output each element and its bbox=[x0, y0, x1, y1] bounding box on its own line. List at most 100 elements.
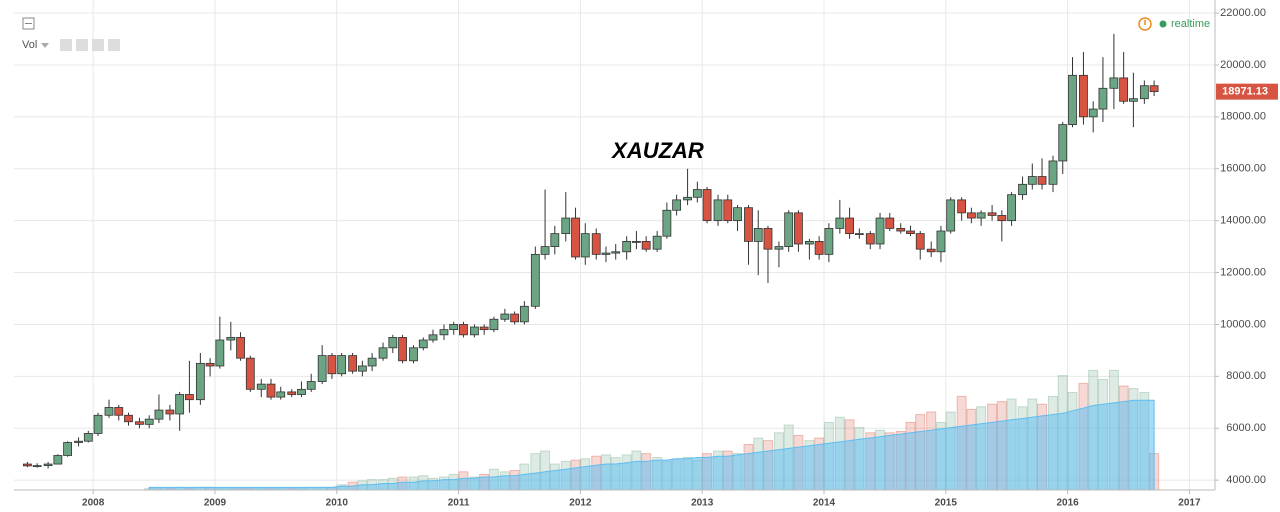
candle-body bbox=[835, 217, 845, 229]
candle-body bbox=[388, 337, 398, 349]
candle-body bbox=[226, 337, 236, 341]
candle-body bbox=[632, 241, 641, 243]
candle-body bbox=[1119, 77, 1129, 102]
x-tick-label: 2015 bbox=[935, 498, 958, 509]
add-button[interactable] bbox=[92, 39, 104, 51]
candle-body bbox=[205, 362, 215, 367]
candle-body bbox=[571, 217, 580, 258]
candle-body bbox=[601, 252, 611, 255]
candle-body bbox=[479, 326, 489, 331]
y-tick-label: 14000.00 bbox=[1220, 215, 1266, 227]
volume-ma-area bbox=[148, 399, 1155, 491]
candle-body bbox=[622, 241, 632, 253]
candle-body bbox=[409, 347, 418, 362]
candle-body bbox=[1037, 176, 1047, 185]
candle-body bbox=[774, 246, 784, 250]
candle-body bbox=[165, 409, 175, 415]
candle-body bbox=[936, 230, 946, 253]
candle-body bbox=[540, 246, 550, 255]
candle-body bbox=[1109, 77, 1119, 89]
candle-body bbox=[449, 324, 459, 331]
candle-body bbox=[83, 433, 93, 442]
candle-body bbox=[500, 313, 510, 320]
candle-body bbox=[662, 209, 672, 237]
x-tick-label: 2017 bbox=[1178, 498, 1201, 509]
candle-body bbox=[470, 326, 479, 336]
candle-body bbox=[744, 207, 753, 242]
candle-body bbox=[763, 228, 773, 250]
candle-body bbox=[814, 241, 824, 255]
x-tick-label: 2014 bbox=[813, 498, 836, 509]
candle-body bbox=[327, 355, 337, 375]
remove-button[interactable] bbox=[108, 39, 120, 51]
settings-button[interactable] bbox=[76, 39, 88, 51]
x-tick-label: 2011 bbox=[448, 498, 470, 509]
candle-layer bbox=[22, 33, 1159, 469]
candle-body bbox=[885, 217, 895, 229]
candle-body bbox=[266, 383, 276, 398]
candle-body bbox=[550, 233, 560, 247]
candle-body bbox=[378, 347, 388, 359]
candle-body bbox=[580, 233, 590, 258]
candle-body bbox=[175, 394, 185, 415]
candle-body bbox=[1058, 124, 1068, 162]
candle-body bbox=[1149, 85, 1159, 93]
x-tick-label: 2010 bbox=[326, 498, 349, 509]
candle-body bbox=[997, 215, 1007, 222]
candle-body bbox=[824, 228, 834, 255]
candle-body bbox=[723, 199, 733, 222]
candle-body bbox=[957, 199, 967, 214]
candle-body bbox=[154, 409, 164, 420]
y-tick-label: 20000.00 bbox=[1220, 59, 1266, 71]
candle-body bbox=[317, 355, 327, 382]
candle-body bbox=[1048, 160, 1058, 185]
candle-body bbox=[32, 465, 42, 468]
candle-body bbox=[652, 235, 662, 250]
last-price-label: 18971.13 bbox=[1222, 86, 1268, 98]
warning-icon[interactable] bbox=[1138, 17, 1152, 31]
candle-body bbox=[306, 381, 316, 390]
candle-body bbox=[906, 230, 915, 235]
candle-body bbox=[896, 228, 906, 232]
candle-body bbox=[976, 212, 986, 219]
eye-button[interactable] bbox=[60, 39, 72, 51]
candle-body bbox=[641, 241, 651, 250]
status-text: realtime bbox=[1171, 18, 1210, 30]
candle-body bbox=[124, 414, 133, 423]
candle-body bbox=[236, 337, 245, 359]
volume-legend[interactable]: Vol bbox=[22, 39, 37, 51]
candle-body bbox=[63, 442, 72, 456]
candle-body bbox=[144, 418, 154, 425]
candle-body bbox=[1007, 194, 1016, 222]
candle-body bbox=[245, 357, 255, 390]
chart-title: XAUZAR bbox=[610, 138, 704, 163]
candle-body bbox=[1098, 87, 1108, 110]
status-dot bbox=[1159, 20, 1167, 28]
x-tick-label: 2016 bbox=[1056, 498, 1079, 509]
candle-body bbox=[184, 394, 194, 401]
candle-body bbox=[398, 337, 407, 362]
x-tick-label: 2008 bbox=[82, 498, 105, 509]
candle-body bbox=[753, 228, 763, 242]
y-tick-label: 8000.00 bbox=[1226, 370, 1266, 382]
candle-body bbox=[256, 383, 266, 390]
y-tick-label: 12000.00 bbox=[1220, 266, 1266, 278]
candle-body bbox=[489, 318, 499, 331]
candle-body bbox=[1128, 98, 1138, 102]
candle-body bbox=[93, 414, 103, 434]
candle-body bbox=[348, 355, 358, 372]
candle-body bbox=[530, 253, 540, 307]
candle-body bbox=[1068, 74, 1077, 126]
y-tick-label: 6000.00 bbox=[1226, 422, 1266, 434]
candle-body bbox=[519, 305, 529, 323]
candle-body bbox=[915, 233, 925, 250]
candle-body bbox=[683, 196, 692, 201]
candle-body bbox=[966, 212, 976, 219]
y-tick-label: 22000.00 bbox=[1220, 7, 1266, 19]
candle-body bbox=[926, 248, 936, 253]
dropdown-arrow[interactable] bbox=[41, 43, 49, 48]
candle-body bbox=[276, 391, 286, 398]
candle-body bbox=[733, 207, 742, 222]
candle-body bbox=[43, 463, 53, 467]
x-tick-label: 2012 bbox=[569, 498, 592, 509]
